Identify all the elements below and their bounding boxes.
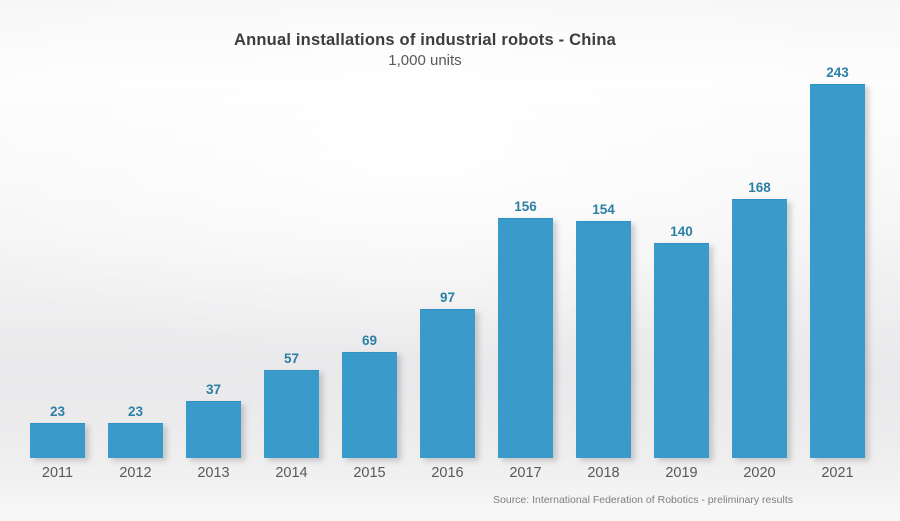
x-axis-tick-label: 2011: [41, 465, 74, 481]
bar-2013: 37 2013: [186, 382, 241, 481]
bar-2017: 156 2017: [498, 199, 553, 481]
bar-value-label: 23: [49, 403, 66, 419]
bar-2020: 168 2020: [732, 180, 787, 481]
x-axis-tick-label: 2015: [353, 465, 386, 481]
bar-2011: 23 2011: [30, 404, 85, 481]
bar-2014: 57 2014: [264, 351, 319, 481]
bar-value-label: 23: [127, 403, 144, 419]
x-axis-tick-label: 2016: [431, 465, 464, 481]
x-axis-tick-label: 2017: [509, 465, 542, 481]
bar-value-label: 156: [514, 198, 537, 214]
bar-2018: 154 2018: [576, 202, 631, 481]
source-note: Source: International Federation of Robo…: [493, 494, 793, 506]
x-axis-tick-label: 2013: [197, 465, 230, 481]
x-axis-tick-label: 2012: [119, 465, 152, 481]
chart-title: Annual installations of industrial robot…: [234, 31, 616, 49]
bar-2016: 97 2016: [420, 290, 475, 481]
chart-subtitle: 1,000 units: [388, 52, 462, 69]
x-axis-tick-label: 2020: [743, 465, 776, 481]
plot-area: 23 2011 23 2012 37 2013 57 2014 69 2015 97 2016 156 2…: [30, 65, 865, 481]
x-axis-tick-label: 2019: [665, 465, 698, 481]
bar-value-label: 37: [205, 382, 222, 398]
bar-2019: 140 2019: [654, 224, 709, 481]
bar-2015: 69 2015: [342, 333, 397, 481]
bar-value-label: 168: [748, 180, 771, 196]
bar-2021: 243 2021: [810, 65, 865, 481]
bar-value-label: 154: [592, 202, 615, 217]
bar-value-label: 57: [283, 351, 300, 367]
bar-value-label: 69: [361, 332, 378, 348]
bar-value-label: 97: [439, 289, 456, 305]
bar-value-label: 243: [826, 65, 849, 80]
x-axis-tick-label: 2018: [587, 465, 620, 481]
x-axis-tick-label: 2014: [275, 465, 308, 481]
bar-2012: 23 2012: [108, 404, 163, 481]
bar-value-label: 140: [670, 223, 693, 239]
x-axis-tick-label: 2021: [821, 465, 854, 481]
